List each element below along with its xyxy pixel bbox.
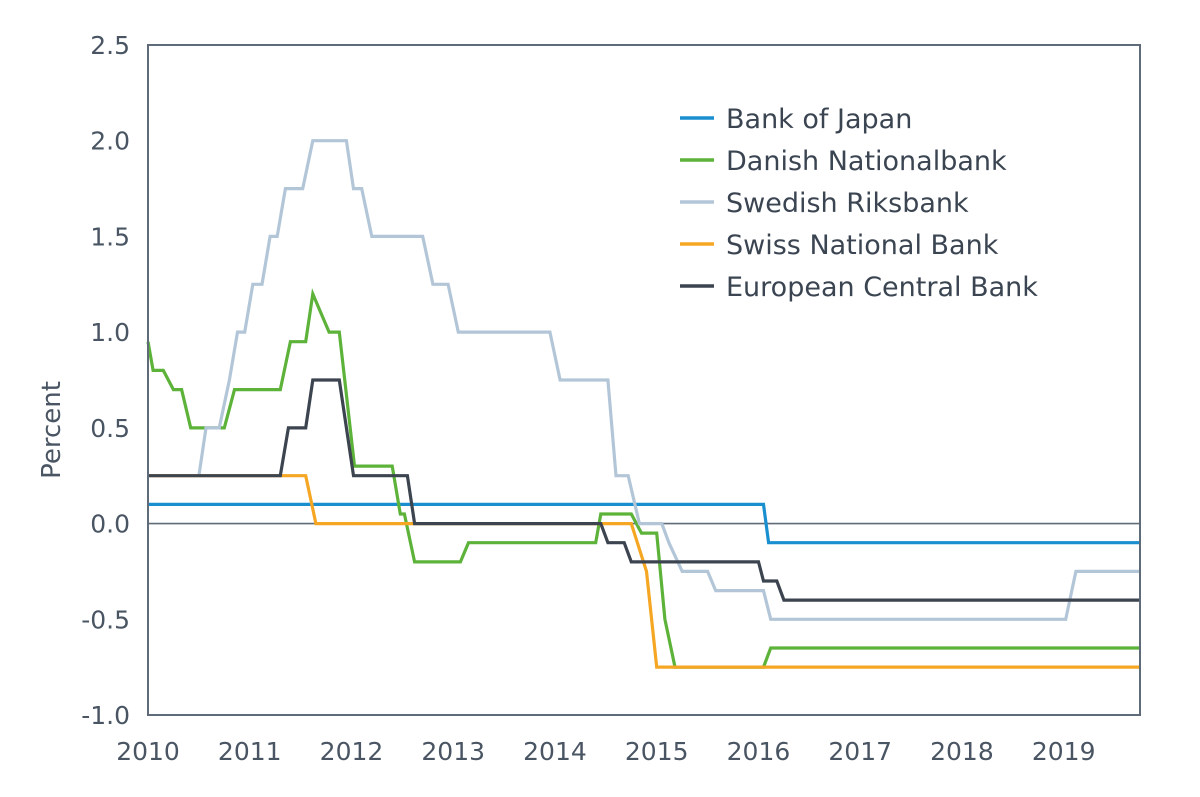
y-tick-label: -1.0 — [81, 701, 130, 730]
x-tick-label: 2014 — [523, 737, 587, 766]
series-line-bank-of-japan — [148, 502, 1140, 545]
series-line-danish-nationalbank — [146, 288, 1140, 669]
legend-label: Swiss National Bank — [726, 230, 999, 261]
x-tick-label: 2012 — [320, 737, 384, 766]
x-tick-label: 2011 — [218, 737, 282, 766]
x-tick-label: 2019 — [1032, 737, 1096, 766]
y-tick-label: 1.5 — [90, 222, 130, 251]
x-tick-label: 2015 — [625, 737, 689, 766]
x-tick-label: 2010 — [116, 737, 180, 766]
y-tick-label: 1.0 — [90, 318, 130, 347]
y-tick-label: 0.0 — [90, 510, 130, 539]
y-tick-label: -0.5 — [81, 605, 130, 634]
x-tick-label: 2018 — [930, 737, 994, 766]
y-tick-label: 0.5 — [90, 414, 130, 443]
legend-label: Bank of Japan — [726, 104, 912, 135]
series-line-european-central-bank — [148, 378, 1140, 602]
legend-label: Danish Nationalbank — [726, 146, 1007, 177]
legend: Bank of Japan Danish Nationalbank Swedish … — [680, 104, 1038, 303]
x-tick-label: 2016 — [727, 737, 791, 766]
legend-label: European Central Bank — [726, 272, 1038, 303]
legend-label: Swedish Riksbank — [726, 188, 969, 219]
x-tick-label: 2017 — [828, 737, 892, 766]
x-tick-label: 2013 — [421, 737, 485, 766]
series-line-swiss-national-bank — [148, 474, 1140, 669]
plot-frame — [147, 44, 1141, 716]
series-line-swedish-riksbank — [197, 139, 1140, 621]
y-tick-label: 2.5 — [90, 31, 130, 60]
y-tick-label: 2.0 — [90, 127, 130, 156]
y-axis-label: Percent — [37, 381, 67, 479]
